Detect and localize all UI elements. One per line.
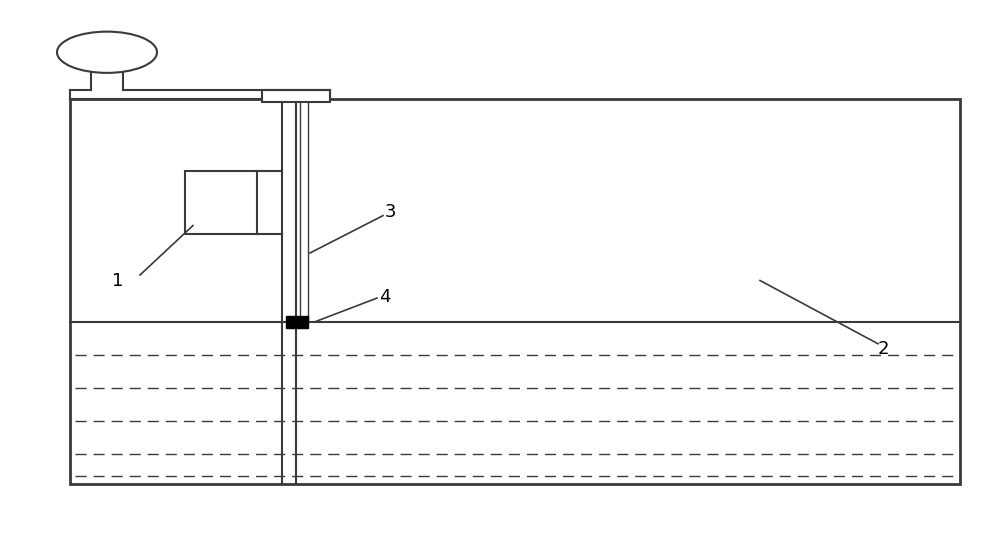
Text: 1: 1 [112, 272, 124, 289]
Text: 3: 3 [384, 203, 396, 221]
Bar [262, 90, 330, 102]
Bar [185, 170, 257, 234]
Text: 4: 4 [379, 288, 391, 306]
Bar [286, 316, 308, 328]
Bar [70, 99, 960, 484]
Text: 2: 2 [877, 340, 889, 358]
Ellipse shape [57, 31, 157, 73]
